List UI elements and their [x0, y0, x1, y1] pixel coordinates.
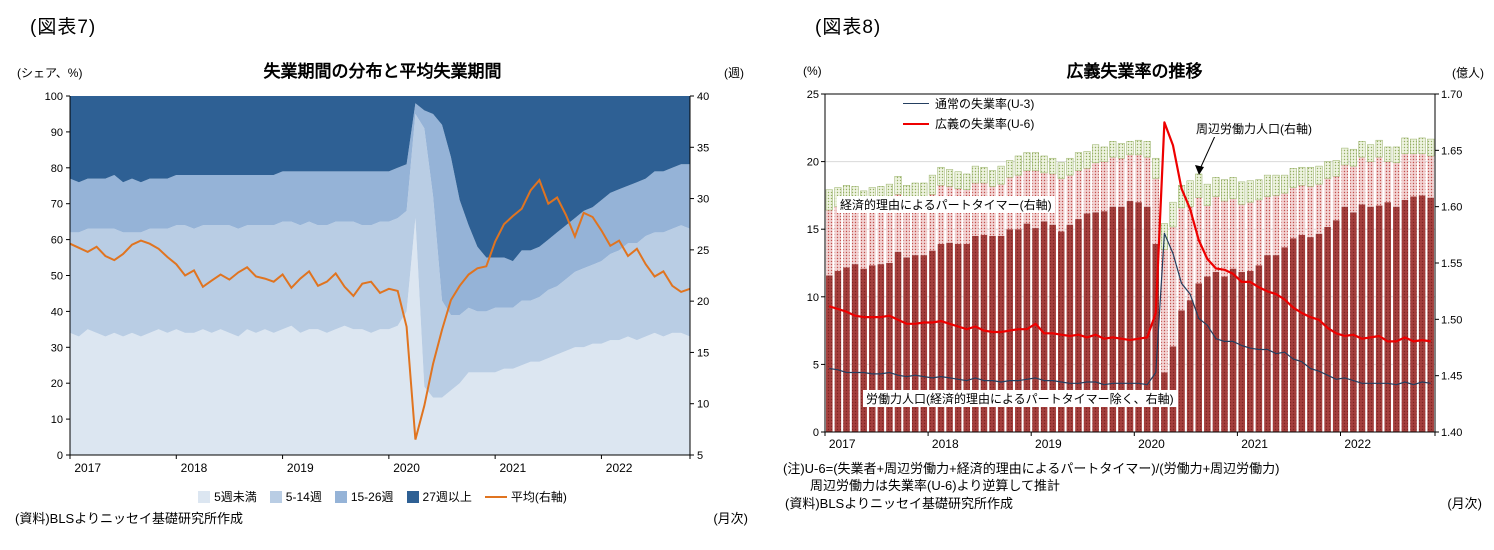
fig7-left-axis-unit: (シェア、%)	[17, 66, 83, 80]
legend-item-u6: 広義の失業率(U-6)	[903, 115, 1034, 132]
fig7-footer: (資料)BLSよりニッセイ基礎研究所作成 (月次)	[15, 508, 748, 527]
svg-text:1.60: 1.60	[1441, 202, 1462, 214]
legend-label: 15-26週	[350, 490, 394, 504]
svg-text:2018: 2018	[932, 437, 959, 451]
fig7-source: (資料)BLSよりニッセイ基礎研究所作成	[15, 511, 243, 526]
svg-text:5: 5	[697, 450, 703, 462]
legend-item-15-26: 15-26週	[334, 488, 394, 505]
fig7-header: (図表7)	[30, 17, 97, 38]
fig8-footer: (資料)BLSよりニッセイ基礎研究所作成 (月次)	[785, 493, 1482, 512]
fig8-frequency: (月次)	[1447, 496, 1482, 511]
average-line-swatch	[484, 495, 507, 498]
svg-text:2017: 2017	[74, 461, 101, 475]
svg-text:50: 50	[51, 271, 63, 283]
fig8-note-1: (注)U-6=(失業者+周辺労働力+経済的理由によるパートタイマー)/(労働力+…	[783, 461, 1280, 476]
svg-text:30: 30	[51, 342, 63, 354]
fig7-right-axis-unit: (週)	[724, 66, 744, 80]
svg-text:70: 70	[51, 199, 63, 211]
legend-item-under5: 5週未満	[198, 488, 257, 505]
fig8-panel: (図表8) 広義失業率の推移 (%) (億人) 0 5 10 15 20 25 1.40 1.…	[775, 0, 1494, 550]
fig7-frequency: (月次)	[713, 511, 748, 526]
svg-text:1.50: 1.50	[1441, 314, 1462, 326]
svg-text:2021: 2021	[500, 461, 527, 475]
svg-text:15: 15	[697, 347, 709, 359]
fig8-right-axis-unit: (億人)	[1452, 66, 1484, 80]
w5-14-swatch	[269, 490, 282, 503]
svg-text:1.70: 1.70	[1441, 89, 1462, 101]
fig7-legend: 5週未満 5-14週 15-26週 27週以上 平均(右軸)	[5, 488, 760, 505]
fig8-header: (図表8)	[815, 17, 882, 38]
fig8-title: 広義失業率の推移	[1066, 62, 1203, 81]
svg-text:20: 20	[51, 378, 63, 390]
svg-text:80: 80	[51, 163, 63, 175]
svg-text:35: 35	[697, 142, 709, 154]
svg-text:2019: 2019	[287, 461, 314, 475]
svg-text:1.45: 1.45	[1441, 371, 1462, 383]
fig8-note-2: 周辺労働力は失業率(U-6)より逆算して推計	[810, 478, 1060, 493]
svg-text:2019: 2019	[1035, 437, 1062, 451]
annotation-marginal-labor: 周辺労働力人口(右軸)	[1193, 120, 1315, 137]
legend-item-u3: 通常の失業率(U-3)	[903, 95, 1034, 112]
svg-text:10: 10	[51, 414, 63, 426]
fig8-left-axis-unit: (%)	[803, 64, 822, 78]
u3-line-swatch	[903, 103, 929, 104]
svg-text:1.40: 1.40	[1441, 427, 1462, 439]
svg-text:0: 0	[57, 450, 63, 462]
svg-text:20: 20	[697, 296, 709, 308]
fig7-panel: (図表7) 失業期間の分布と平均失業期間 (シェア、%) (週) 0 10 20 30…	[5, 0, 760, 550]
svg-text:10: 10	[697, 399, 709, 411]
svg-text:2022: 2022	[606, 461, 633, 475]
svg-text:2020: 2020	[1138, 437, 1165, 451]
legend-item-5-14: 5-14週	[269, 488, 322, 505]
legend-label: 5週未満	[214, 490, 257, 504]
svg-text:60: 60	[51, 235, 63, 247]
svg-text:2022: 2022	[1344, 437, 1371, 451]
legend-item-average: 平均(右軸)	[484, 488, 567, 505]
w15-26-swatch	[334, 490, 347, 503]
svg-text:25: 25	[807, 89, 819, 101]
svg-text:25: 25	[697, 245, 709, 257]
svg-text:1.65: 1.65	[1441, 145, 1462, 157]
svg-text:40: 40	[697, 91, 709, 103]
annotation-labor-force: 労働力人口(経済的理由によるパートタイマー除く、右軸)	[863, 390, 1177, 407]
fig7-stacked-area-chart: 0 10 20 30 40 50 60 70 80 90 100 5 10 15 20 25 30 35 40 201…	[45, 91, 710, 475]
svg-text:40: 40	[51, 306, 63, 318]
svg-text:20: 20	[807, 157, 819, 169]
fig8-source: (資料)BLSよりニッセイ基礎研究所作成	[785, 496, 1013, 511]
annotation-part-time-econ: 経済的理由によるパートタイマー(右軸)	[837, 196, 1055, 213]
w27plus-swatch	[406, 490, 419, 503]
svg-text:2017: 2017	[829, 437, 856, 451]
svg-text:2018: 2018	[181, 461, 208, 475]
svg-text:10: 10	[807, 292, 819, 304]
svg-text:0: 0	[813, 427, 819, 439]
fig8-legend: 通常の失業率(U-3) 広義の失業率(U-6)	[903, 95, 1034, 135]
svg-text:100: 100	[45, 91, 63, 103]
svg-text:2021: 2021	[1241, 437, 1268, 451]
under5-swatch	[198, 490, 211, 503]
legend-label: 広義の失業率(U-6)	[935, 117, 1035, 131]
fig7-title: 失業期間の分布と平均失業期間	[263, 62, 502, 81]
svg-text:5: 5	[813, 359, 819, 371]
legend-label: 27週以上	[422, 490, 472, 504]
svg-text:2020: 2020	[393, 461, 420, 475]
u6-line-swatch	[903, 122, 929, 125]
legend-label: 5-14週	[285, 490, 322, 504]
svg-text:90: 90	[51, 127, 63, 139]
legend-label: 通常の失業率(U-3)	[935, 97, 1035, 111]
legend-label: 平均(右軸)	[510, 490, 567, 504]
svg-text:15: 15	[807, 224, 819, 236]
fig8-bar-line-chart: 0 5 10 15 20 25 1.40 1.45 1.50 1.55 1.60 1.65 1.70 20…	[807, 89, 1463, 451]
legend-item-27plus: 27週以上	[406, 488, 472, 505]
svg-text:1.55: 1.55	[1441, 258, 1462, 270]
svg-text:30: 30	[697, 194, 709, 206]
